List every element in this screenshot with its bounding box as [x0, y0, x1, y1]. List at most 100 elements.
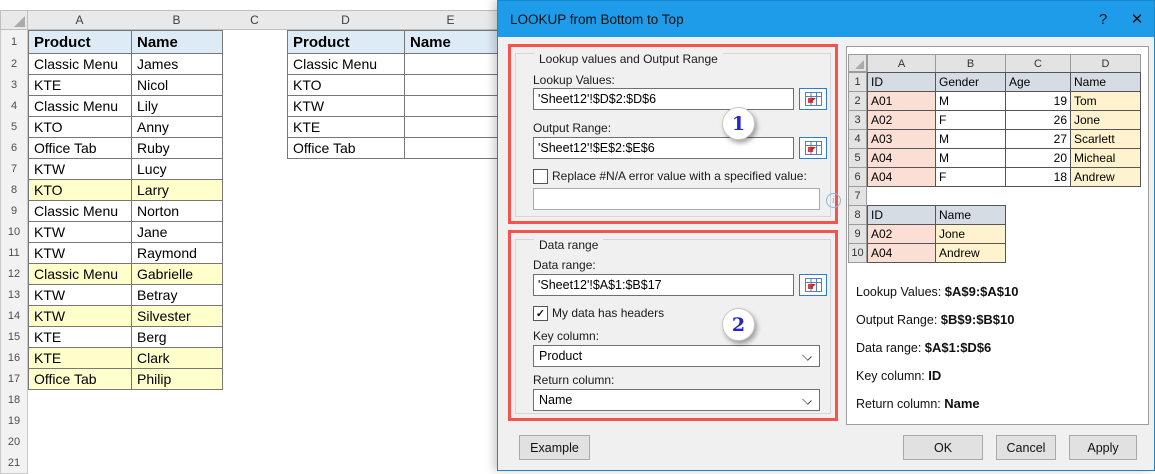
row-header-12[interactable]: 12 [0, 263, 28, 285]
lookup-table-cell-name[interactable] [404, 95, 498, 117]
main-table-cell-name[interactable]: Philip [131, 368, 223, 390]
main-table-cell-name[interactable]: Nicol [131, 74, 223, 96]
row-header-2[interactable]: 2 [0, 53, 28, 75]
output-range-input[interactable] [533, 137, 794, 159]
row-header-8[interactable]: 8 [0, 179, 28, 201]
row-header-5[interactable]: 5 [0, 116, 28, 138]
main-table-cell-product[interactable]: KTE [28, 326, 132, 348]
apply-button[interactable]: Apply [1069, 435, 1137, 460]
main-table-cell-name[interactable]: Anny [131, 116, 223, 138]
main-table-cell-product[interactable]: Office Tab [28, 137, 132, 159]
main-table-cell-name[interactable]: Larry [131, 179, 223, 201]
main-table-cell-product[interactable]: KTO [28, 179, 132, 201]
lookup-table-cell-product[interactable]: KTO [287, 74, 405, 96]
main-table-cell-product[interactable]: KTE [28, 347, 132, 369]
mini-row-header-2: 2 [848, 91, 867, 111]
main-table-cell-name[interactable]: Silvester [131, 305, 223, 327]
main-table-cell-name[interactable]: Lucy [131, 158, 223, 180]
replace-na-input[interactable] [533, 188, 820, 210]
lookup-range-picker-button[interactable] [799, 88, 827, 110]
column-header-C[interactable]: C [222, 10, 288, 30]
main-table-cell-name[interactable]: James [131, 53, 223, 75]
key-column-select[interactable]: Product [533, 345, 820, 367]
main-table-cell-product[interactable]: KTW [28, 242, 132, 264]
row-header-11[interactable]: 11 [0, 242, 28, 264]
main-table-header[interactable]: Name [131, 30, 223, 54]
main-table-cell-name[interactable]: Ruby [131, 137, 223, 159]
main-table-cell-name[interactable]: Gabrielle [131, 263, 223, 285]
row-header-7[interactable]: 7 [0, 158, 28, 180]
output-range-picker-button[interactable] [799, 137, 827, 159]
main-table-cell-name[interactable]: Norton [131, 200, 223, 222]
row-header-18[interactable]: 18 [0, 389, 28, 411]
main-table-cell-name[interactable]: Clark [131, 347, 223, 369]
main-table-cell-product[interactable]: Classic Menu [28, 200, 132, 222]
main-table-header[interactable]: Product [28, 30, 132, 54]
row-header-9[interactable]: 9 [0, 200, 28, 222]
main-table-cell-product[interactable]: KTE [28, 74, 132, 96]
mini-column-header-C: C [1005, 54, 1071, 73]
data-range-picker-button[interactable] [799, 274, 827, 296]
row-header-3[interactable]: 3 [0, 74, 28, 96]
main-table-cell-product[interactable]: KTO [28, 116, 132, 138]
lookup-table-cell-name[interactable] [404, 53, 498, 75]
main-table-cell-product[interactable]: KTW [28, 158, 132, 180]
row-header-6[interactable]: 6 [0, 137, 28, 159]
column-header-D[interactable]: D [287, 10, 405, 30]
info-icon[interactable]: i [826, 193, 841, 208]
lookup-table-header[interactable]: Name [404, 30, 498, 54]
row-header-10[interactable]: 10 [0, 221, 28, 243]
lookup-table-cell-name[interactable] [404, 74, 498, 96]
mini-table1-cell: 18 [1005, 167, 1071, 187]
main-table-cell-product[interactable]: Classic Menu [28, 53, 132, 75]
my-data-has-headers-checkbox[interactable] [533, 306, 548, 321]
example-button[interactable]: Example [519, 435, 590, 460]
mini-table1-cell: 27 [1005, 129, 1071, 149]
lookup-table-cell-product[interactable]: KTW [287, 95, 405, 117]
lookup-table-cell-product[interactable]: Office Tab [287, 137, 405, 159]
lookup-table-cell-name[interactable] [404, 137, 498, 159]
main-table-cell-name[interactable]: Berg [131, 326, 223, 348]
column-header-A[interactable]: A [28, 10, 132, 30]
column-header-B[interactable]: B [131, 10, 223, 30]
row-header-19[interactable]: 19 [0, 410, 28, 432]
step-badge-2: 2 [722, 308, 755, 341]
row-header-20[interactable]: 20 [0, 431, 28, 453]
dialog-titlebar[interactable]: LOOKUP from Bottom to Top ? ✕ [498, 1, 1154, 37]
help-icon[interactable]: ? [1098, 10, 1108, 28]
row-header-16[interactable]: 16 [0, 347, 28, 369]
data-range-input[interactable] [533, 274, 794, 296]
example-caption: Key column: ID [856, 368, 942, 383]
cancel-button[interactable]: Cancel [996, 435, 1056, 460]
lookup-table-cell-name[interactable] [404, 116, 498, 138]
lookup-table-cell-product[interactable]: Classic Menu [287, 53, 405, 75]
mini-table1-cell: Micheal [1070, 148, 1141, 168]
main-table-cell-product[interactable]: Classic Menu [28, 95, 132, 117]
row-header-4[interactable]: 4 [0, 95, 28, 117]
row-header-17[interactable]: 17 [0, 368, 28, 390]
main-table-cell-product[interactable]: KTW [28, 221, 132, 243]
main-table-cell-product[interactable]: Classic Menu [28, 263, 132, 285]
select-all-corner[interactable] [0, 10, 28, 30]
close-icon[interactable]: ✕ [1130, 11, 1144, 28]
row-header-15[interactable]: 15 [0, 326, 28, 348]
main-table-cell-product[interactable]: KTW [28, 305, 132, 327]
replace-na-label: Replace #N/A error value with a specifie… [552, 169, 807, 183]
main-table-cell-product[interactable]: KTW [28, 284, 132, 306]
lookup-values-input[interactable] [533, 88, 794, 110]
main-table-cell-name[interactable]: Raymond [131, 242, 223, 264]
main-table-cell-name[interactable]: Lily [131, 95, 223, 117]
lookup-table-header[interactable]: Product [287, 30, 405, 54]
lookup-table-cell-product[interactable]: KTE [287, 116, 405, 138]
ok-button[interactable]: OK [903, 435, 983, 460]
return-column-select[interactable]: Name [533, 389, 820, 411]
main-table-cell-name[interactable]: Betray [131, 284, 223, 306]
column-header-E[interactable]: E [404, 10, 498, 30]
range-picker-icon [804, 278, 822, 292]
row-header-14[interactable]: 14 [0, 305, 28, 327]
row-header-13[interactable]: 13 [0, 284, 28, 306]
row-header-1[interactable]: 1 [0, 30, 28, 54]
main-table-cell-name[interactable]: Jane [131, 221, 223, 243]
main-table-cell-product[interactable]: Office Tab [28, 368, 132, 390]
replace-na-checkbox[interactable] [533, 169, 548, 184]
